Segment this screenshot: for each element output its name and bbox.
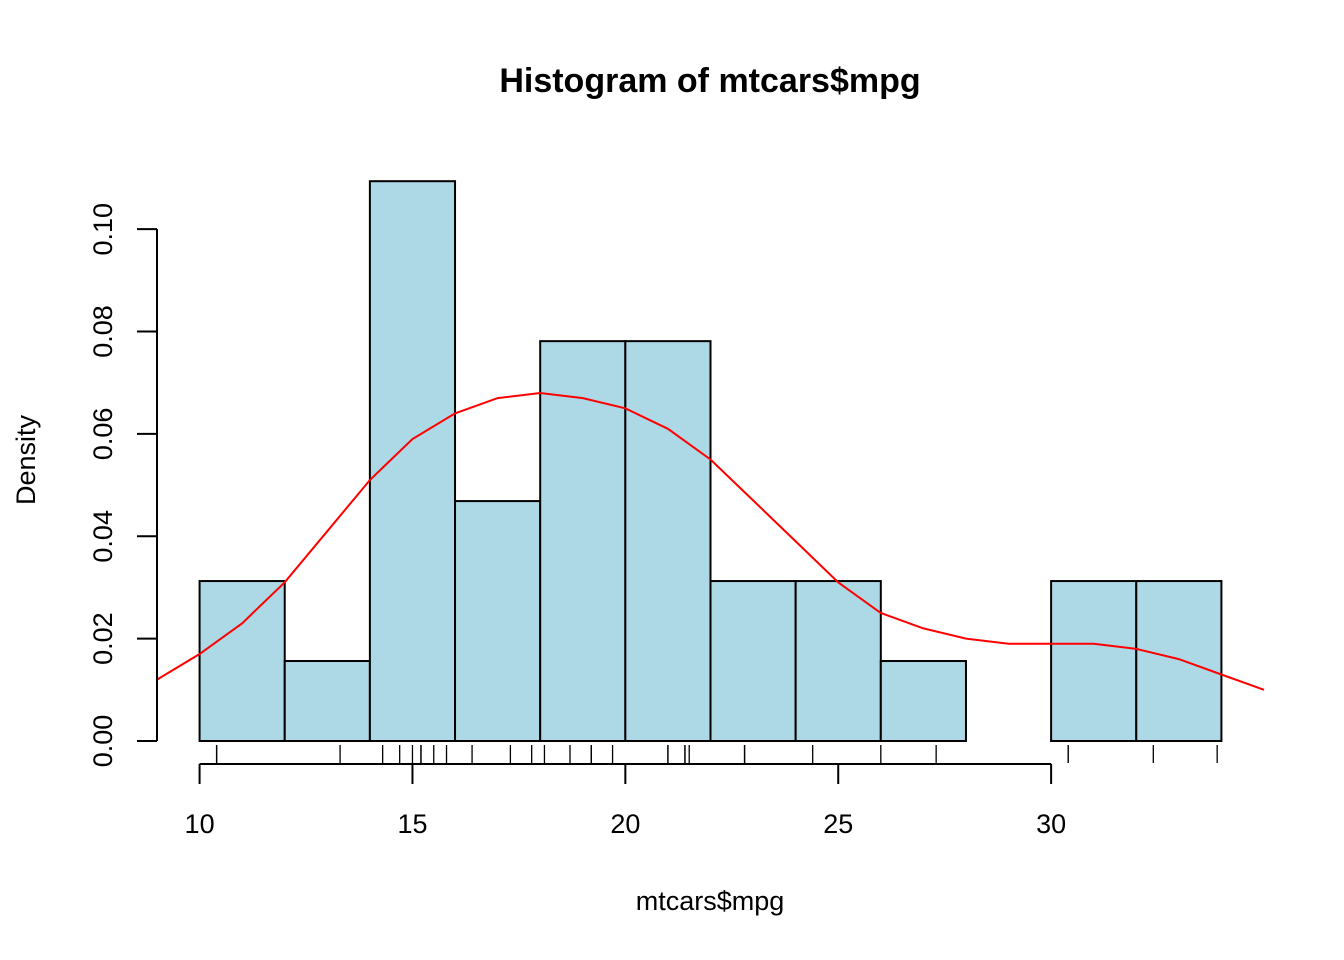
y-tick-label-2: 0.04 [88, 510, 118, 563]
y-axis-label: Density [11, 414, 41, 505]
rug-marks [215, 745, 1218, 763]
density-curve [156, 391, 1265, 691]
histogram-bar-3 [454, 500, 542, 743]
histogram-bar-8 [879, 660, 967, 742]
y-tick-label-1: 0.02 [88, 612, 118, 665]
x-tick-label-4: 30 [1036, 809, 1066, 839]
histogram-bars [198, 180, 1223, 743]
histogram-bar-2 [368, 180, 457, 743]
y-tick-label-5: 0.10 [88, 203, 118, 256]
y-tick-label-3: 0.06 [88, 408, 118, 461]
x-tick-label-0: 10 [185, 809, 215, 839]
x-tick-label-1: 15 [397, 809, 427, 839]
x-axis-label: mtcars$mpg [636, 886, 785, 916]
chart-title: Histogram of mtcars$mpg [499, 62, 920, 100]
histogram-bar-6 [709, 580, 797, 742]
density-curve-layer [156, 391, 1265, 691]
y-tick-label-0: 0.00 [88, 715, 118, 768]
x-axis: 10 15 20 25 30 [185, 763, 1066, 839]
histogram-bar-4 [539, 340, 627, 742]
histogram-bar-1 [283, 660, 371, 742]
x-tick-label-2: 20 [610, 809, 640, 839]
y-tick-label-4: 0.08 [88, 305, 118, 358]
histogram-bar-10 [1050, 580, 1138, 742]
x-tick-label-3: 25 [823, 809, 853, 839]
histogram-bar-5 [624, 340, 712, 742]
histogram-bar-0 [198, 580, 286, 742]
histogram-bar-11 [1135, 580, 1223, 742]
histogram-bar-7 [794, 580, 882, 742]
y-axis: 0.00 0.02 0.04 0.06 0.08 0.10 [88, 203, 158, 768]
